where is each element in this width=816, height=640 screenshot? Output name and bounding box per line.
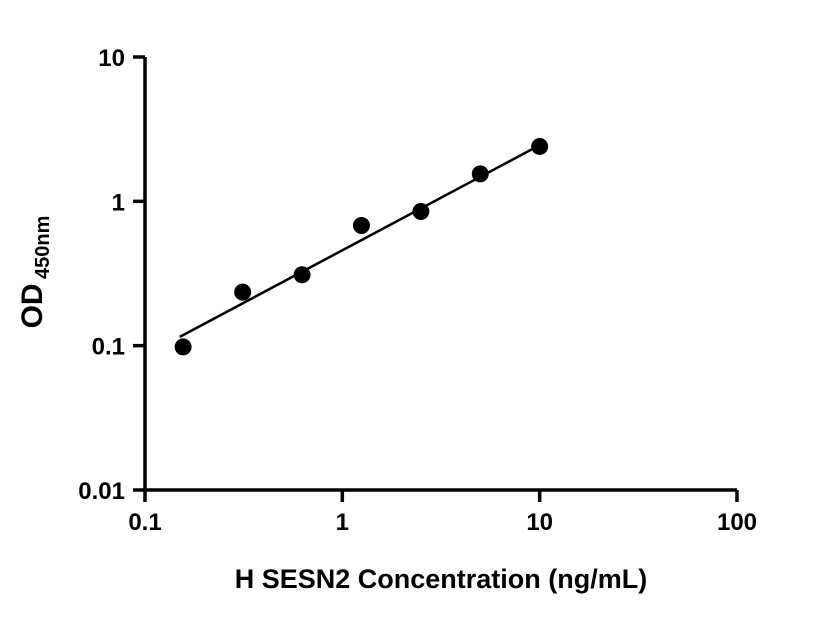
x-tick-label: 100 bbox=[717, 509, 757, 536]
data-point bbox=[531, 137, 549, 155]
data-point bbox=[471, 165, 489, 183]
y-tick-label: 0.1 bbox=[92, 334, 125, 361]
y-axis-title-sub: 450nm bbox=[32, 216, 54, 279]
y-tick-label: 10 bbox=[98, 45, 125, 72]
data-point bbox=[174, 338, 192, 356]
y-tick-label: 1 bbox=[112, 189, 125, 216]
data-point bbox=[234, 283, 252, 301]
y-axis-title-main: OD bbox=[16, 283, 49, 328]
x-axis-title: H SESN2 Concentration (ng/mL) bbox=[235, 564, 648, 594]
data-point bbox=[352, 217, 370, 235]
x-tick-label: 1 bbox=[336, 509, 349, 536]
x-tick-label: 0.1 bbox=[128, 509, 161, 536]
y-tick-label: 0.01 bbox=[78, 478, 125, 505]
y-axis-title: OD 450nm bbox=[16, 216, 54, 329]
data-point bbox=[293, 266, 311, 284]
data-point bbox=[412, 203, 430, 221]
x-tick-label: 10 bbox=[526, 509, 553, 536]
